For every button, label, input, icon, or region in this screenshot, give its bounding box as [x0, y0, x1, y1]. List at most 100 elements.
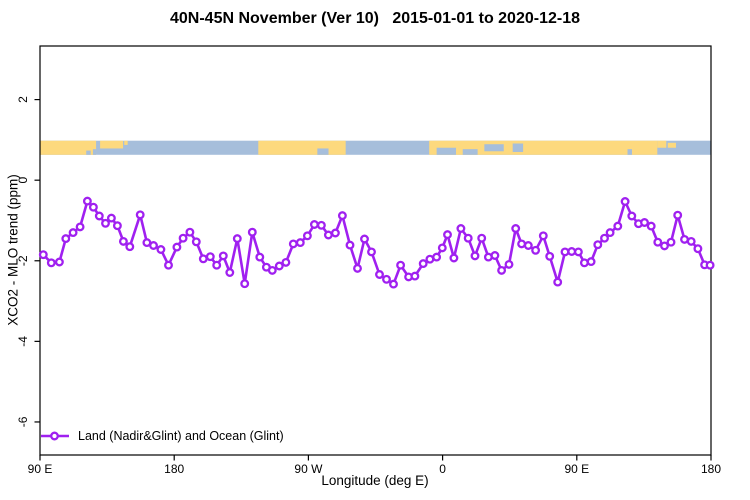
- data-point: [666, 237, 676, 247]
- x-axis-label: Longitude (deg E): [321, 473, 429, 488]
- data-point: [125, 242, 135, 252]
- x-tick-label: 0: [439, 462, 446, 476]
- y-tick-label: -4: [16, 336, 30, 347]
- data-point: [367, 247, 376, 257]
- x-tick-label: 90 E: [564, 462, 589, 476]
- x-tick-label: 180: [164, 462, 184, 476]
- data-point: [240, 279, 250, 289]
- data-point: [600, 233, 609, 243]
- data-point: [247, 227, 257, 237]
- x-tick-label: 180: [701, 462, 721, 476]
- strip-ocean-patch: [627, 149, 632, 155]
- data-point: [337, 211, 347, 221]
- data-point: [396, 260, 406, 270]
- strip-land-segment: [100, 140, 124, 149]
- data-point: [191, 237, 201, 247]
- data-point: [504, 259, 514, 269]
- data-point: [288, 239, 298, 249]
- data-point: [323, 230, 333, 240]
- data-point: [463, 233, 473, 243]
- legend-line-circle-symbol: [41, 431, 69, 441]
- data-point: [418, 259, 428, 269]
- data-point: [205, 252, 215, 262]
- data-point: [94, 211, 104, 221]
- data-point: [232, 234, 242, 244]
- data-point: [640, 218, 649, 227]
- data-point: [531, 245, 541, 255]
- data-point: [330, 228, 340, 238]
- data-point: [686, 236, 696, 246]
- strip-ocean-patch: [317, 148, 329, 155]
- data-point: [449, 253, 459, 263]
- data-point: [470, 251, 480, 261]
- y-tick-label: 2: [16, 96, 30, 103]
- data-point: [178, 233, 188, 243]
- plot-border: [39, 45, 712, 456]
- strip-ocean-patch: [512, 143, 524, 152]
- data-point: [135, 210, 145, 220]
- data-point: [149, 241, 158, 250]
- data-point: [410, 271, 420, 281]
- data-point: [198, 254, 208, 264]
- data-point: [75, 222, 85, 232]
- data-point: [523, 241, 533, 250]
- data-point: [106, 213, 116, 223]
- data-point: [345, 240, 355, 250]
- data-point: [88, 202, 98, 212]
- data-point: [586, 257, 596, 267]
- data-point: [281, 257, 291, 267]
- x-tick-label: 90 E: [28, 462, 53, 476]
- data-point: [225, 268, 235, 277]
- data-point: [316, 220, 326, 230]
- data-point: [267, 265, 277, 275]
- strip-ocean-patch: [462, 149, 478, 155]
- data-point: [511, 224, 521, 233]
- data-point: [605, 228, 615, 238]
- data-point: [477, 233, 487, 243]
- data-point: [164, 260, 173, 270]
- data-point: [389, 279, 398, 289]
- data-point: [653, 237, 663, 247]
- data-point: [538, 231, 548, 241]
- strip-land-segment: [258, 140, 346, 155]
- data-point: [693, 244, 703, 254]
- strip-ocean-patch: [436, 147, 457, 155]
- data-point: [593, 240, 603, 250]
- data-point: [46, 258, 56, 268]
- data-point: [54, 257, 64, 267]
- data-point: [456, 224, 466, 233]
- data-point: [172, 242, 182, 252]
- data-point: [432, 252, 442, 262]
- strip-land-segment: [667, 142, 676, 148]
- data-point: [185, 227, 195, 237]
- data-point: [302, 231, 312, 241]
- data-point: [443, 230, 452, 240]
- x-tick-label: 90 W: [294, 462, 323, 476]
- data-point: [579, 258, 589, 268]
- y-tick-label: 0: [16, 177, 30, 184]
- strip-land-segment: [124, 140, 128, 145]
- data-point: [255, 252, 265, 262]
- strip-land-segment: [657, 140, 667, 148]
- data-point: [545, 251, 555, 261]
- data-point: [382, 274, 391, 284]
- chart-title: 40N-45N November (Ver 10) 2015-01-01 to …: [170, 10, 580, 27]
- strip-ocean-patch: [484, 144, 504, 152]
- legend: Land (Nadir&Glint) and Ocean (Glint): [41, 429, 284, 443]
- data-point: [101, 218, 110, 228]
- data-point: [82, 196, 92, 206]
- data-point: [118, 236, 128, 246]
- data-point: [553, 277, 563, 287]
- legend-label: Land (Nadir&Glint) and Ocean (Glint): [78, 429, 284, 443]
- data-point: [620, 197, 630, 206]
- data-point: [212, 260, 222, 270]
- data-point: [360, 234, 369, 244]
- data-point: [673, 210, 683, 220]
- data-point: [660, 241, 669, 251]
- data-point: [490, 251, 500, 260]
- data-point: [705, 260, 715, 270]
- data-point: [274, 261, 284, 271]
- data-point: [38, 250, 48, 260]
